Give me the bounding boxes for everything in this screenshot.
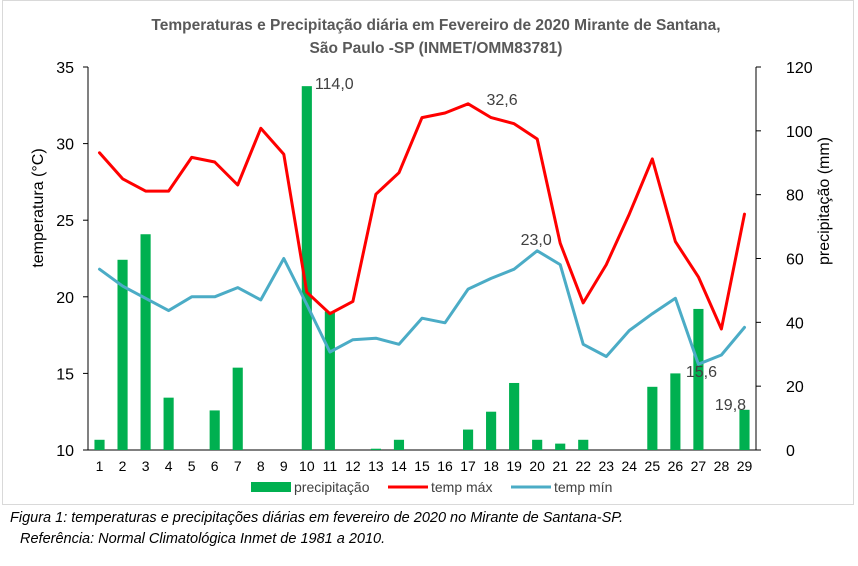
chart-title-line2: São Paulo -SP (INMET/OMM83781) [310,40,563,57]
y-axis-label: temperatura (°C) [30,148,47,267]
x-tick-label: 1 [96,458,104,474]
legend-label: temp máx [431,479,492,495]
precip-bar [509,382,520,450]
x-tick-label: 18 [483,458,499,474]
chart-svg: Temperaturas e Precipitação diária em Fe… [30,17,833,495]
y2-tick-label: 60 [786,252,804,269]
precip-bar [647,386,658,450]
x-tick-label: 27 [691,458,707,474]
x-tick-label: 26 [668,458,684,474]
x-tick-label: 8 [257,458,265,474]
precip-bar [693,308,704,450]
y-tick-label: 15 [56,366,74,383]
legend-swatch-precip [251,482,291,492]
x-tick-label: 11 [323,458,338,474]
x-tick-label: 25 [645,458,661,474]
line-temp-m-n [98,249,746,366]
legend: precipitação temp máx temp mín [251,479,612,495]
data-label: 23,0 [521,232,552,249]
x-tick-label: 6 [211,458,219,474]
precip-bar [463,429,474,450]
precip-bar [209,410,220,450]
x-tick-label: 28 [714,458,730,474]
figure-caption: Figura 1: temperaturas e precipitações d… [10,510,624,526]
x-tick-label: 12 [345,458,361,474]
precip-bar [232,367,243,450]
x-tick-label: 16 [437,458,453,474]
precip-bar [532,439,543,450]
precip-bar [578,439,589,450]
x-tick-label: 21 [552,458,568,474]
x-tick-label: 2 [119,458,127,474]
y2-tick-label: 100 [786,124,813,141]
x-tick-label: 22 [575,458,591,474]
precip-bar [486,411,497,450]
data-label: 19,8 [715,397,746,414]
x-tick-label: 29 [737,458,753,474]
precip-bar [140,234,151,450]
precip-bar [94,439,105,450]
data-label: 15,6 [686,364,717,381]
chart-title-line1: Temperaturas e Precipitação diária em Fe… [151,17,720,34]
y2-tick-label: 120 [786,60,813,77]
x-tick-label: 24 [622,458,638,474]
y2-tick-label: 80 [786,188,804,205]
precip-bar [117,259,128,450]
figure-reference: Referência: Normal Climatológica Inmet d… [20,531,386,547]
precip-bar [739,409,750,450]
y-tick-label: 30 [56,137,74,154]
precip-bar [324,311,335,450]
precip-bar [301,86,312,451]
x-tick-label: 20 [529,458,545,474]
x-tick-label: 17 [460,458,476,474]
x-tick-label: 4 [165,458,173,474]
x-tick-label: 9 [280,458,288,474]
x-tick-label: 7 [234,458,242,474]
precip-bar [670,373,681,450]
y2-tick-label: 0 [786,443,795,460]
x-tick-label: 5 [188,458,196,474]
y-tick-label: 20 [56,290,74,307]
x-tick-label: 14 [391,458,407,474]
data-label: 32,6 [486,92,517,109]
precip-bar [370,448,381,450]
x-tick-label: 13 [368,458,384,474]
data-label: 114,0 [315,76,354,93]
y-tick-label: 10 [56,443,74,460]
y2-tick-label: 40 [786,315,804,332]
legend-label: temp mín [554,479,612,495]
precip-bar [163,397,174,450]
y-tick-label: 35 [56,60,74,77]
precip-bar [555,443,566,450]
y2-axis-label: precipitação (mm) [816,137,833,265]
y2-tick-label: 20 [786,379,804,396]
x-tick-label: 15 [414,458,430,474]
x-tick-label: 19 [506,458,522,474]
y-tick-label: 25 [56,213,74,230]
line-temp-m-x [98,102,746,331]
x-tick-label: 23 [598,458,614,474]
chart-frame: Temperaturas e Precipitação diária em Fe… [2,0,854,505]
precip-bar [393,439,405,450]
x-tick-label: 3 [142,458,150,474]
x-tick-label: 10 [299,458,315,474]
legend-label: precipitação [294,479,370,495]
